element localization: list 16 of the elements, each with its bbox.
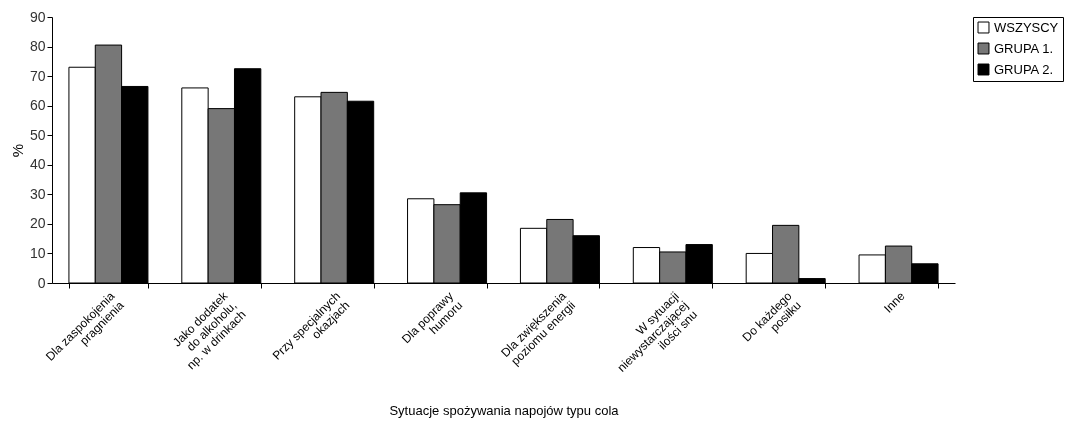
- x-axis-title: Sytuacje spożywania napojów typu cola: [389, 403, 620, 419]
- y-tick-label: 50: [29, 126, 46, 143]
- legend-label: GRUPA 1.: [994, 40, 1054, 56]
- legend-label: WSZYSCY: [994, 19, 1059, 35]
- y-tick-label: 10: [29, 244, 46, 261]
- y-tick-label: 70: [29, 67, 46, 84]
- x-tick-label: Inne: [881, 288, 908, 316]
- y-tick-label: 30: [29, 185, 46, 202]
- y-tick-label: 0: [37, 274, 46, 291]
- y-tick-label: 60: [29, 97, 46, 114]
- y-tick-label: 20: [29, 215, 46, 232]
- y-tick-label: 90: [29, 8, 46, 25]
- y-tick-label: 80: [29, 38, 46, 55]
- legend-label: GRUPA 2.: [994, 61, 1054, 77]
- y-axis-title: %: [8, 143, 26, 158]
- y-tick-label: 40: [29, 156, 46, 173]
